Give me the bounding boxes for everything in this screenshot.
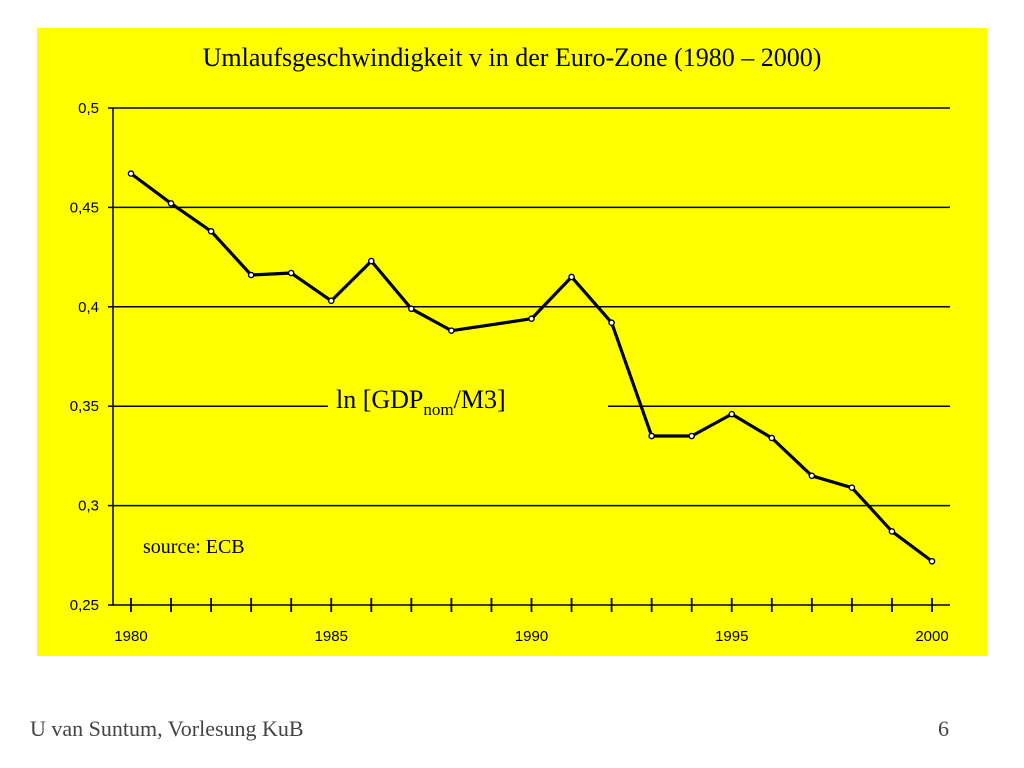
data-point (768, 434, 776, 442)
page-number: 6 (938, 716, 949, 741)
data-point (528, 315, 535, 323)
data-point (568, 273, 575, 281)
data-point (327, 297, 335, 305)
data-point (648, 432, 655, 440)
data-point (247, 271, 255, 279)
x-tick-label: 1985 (315, 628, 348, 645)
source-note: source: ECB (143, 536, 245, 558)
data-point (287, 269, 295, 277)
x-tick-label: 1990 (515, 628, 548, 645)
x-tick-label: 1980 (114, 628, 147, 645)
series-line (130, 172, 933, 563)
y-tick-label: 0,3 (78, 498, 99, 515)
gridlines (113, 107, 950, 507)
footer-author: U van Suntum, Vorlesung KuB (30, 716, 304, 741)
data-point (848, 484, 856, 492)
y-tick-label: 0,5 (78, 100, 99, 117)
y-tick-label: 0,4 (78, 299, 99, 316)
tick-labels: 0,5 0,45 0,4 0,35 0,3 0,25 1980 1985 1990 1995 200… (70, 100, 949, 645)
data-point (167, 200, 175, 207)
chart-panel (37, 28, 987, 656)
data-point (688, 432, 696, 440)
data-point (367, 257, 375, 265)
axes (108, 107, 950, 612)
y-tick-label: 0,45 (70, 199, 99, 216)
data-point (808, 472, 816, 480)
data-point (928, 557, 936, 565)
data-point (888, 528, 896, 535)
data-point (127, 170, 135, 177)
series-label: ln [GDPnom/M3] (336, 385, 506, 419)
data-point (728, 410, 736, 418)
x-tick-label: 1995 (715, 628, 748, 645)
y-tick-label: 0,25 (70, 597, 99, 614)
series-layer (127, 170, 936, 565)
x-tick-label: 2000 (915, 628, 948, 645)
series-label-background (328, 380, 608, 428)
data-point (608, 319, 615, 327)
data-point (207, 227, 215, 235)
y-tick-label: 0,35 (70, 398, 99, 415)
slide-title: Umlaufsgeschwindigkeit v in der Euro-Zon… (203, 43, 822, 72)
data-point (448, 327, 455, 334)
data-point (408, 305, 415, 313)
